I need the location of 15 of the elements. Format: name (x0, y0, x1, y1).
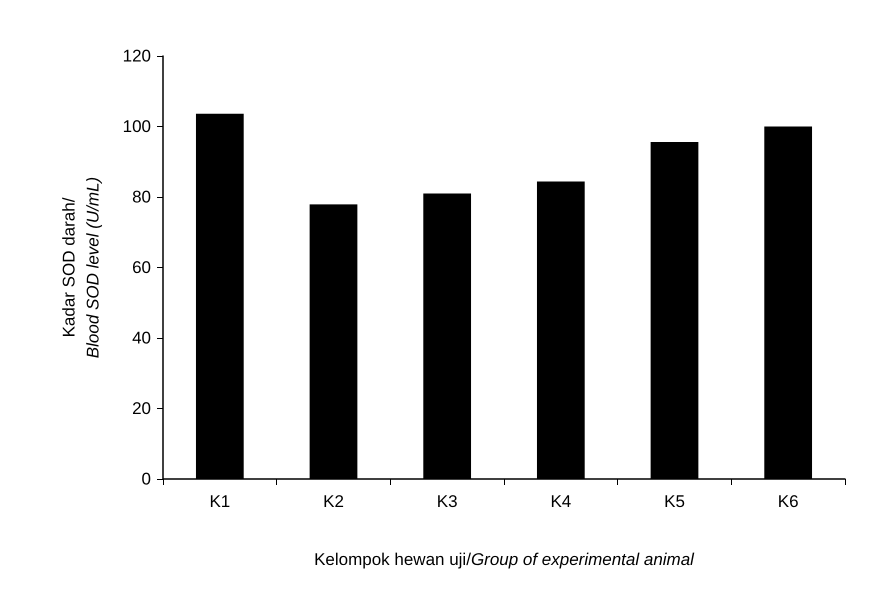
y-tick-label: 80 (132, 188, 151, 206)
x-tick-label: K1 (209, 492, 230, 511)
y-tick-label: 100 (122, 117, 151, 136)
y-tick-label: 60 (132, 258, 151, 277)
x-tick-label: K2 (323, 492, 344, 511)
y-axis-title: Kadar SOD darah/Blood SOD level (U/mL) (60, 176, 102, 358)
x-axis-title: Kelompok hewan uji/Group of experimental animal (314, 550, 696, 569)
x-tick-label: K4 (550, 492, 572, 511)
x-tick-label: K3 (436, 492, 458, 511)
y-tick-label: 120 (122, 46, 151, 66)
x-tick-label: K5 (664, 492, 685, 511)
y-tick-label: 0 (142, 470, 151, 488)
y-tick-label: 40 (132, 328, 151, 348)
x-tick-label: K6 (778, 492, 799, 511)
y-tick-label: 20 (132, 399, 151, 418)
